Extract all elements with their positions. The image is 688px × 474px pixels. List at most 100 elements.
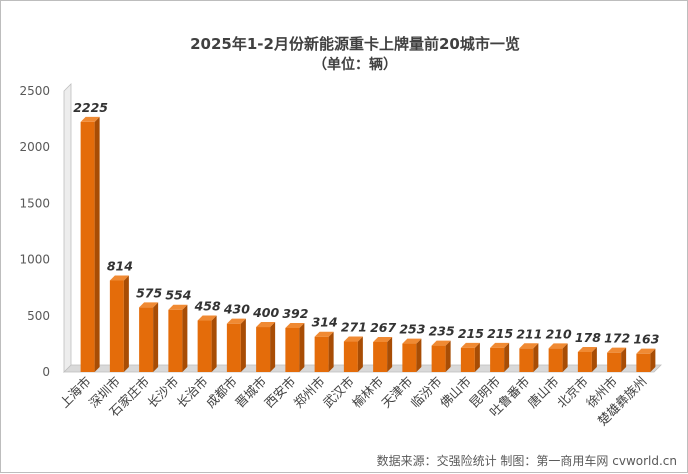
x-tick-label: 上海市 [57,374,94,411]
bar-front-face [285,327,300,372]
y-tick-label: 1000 [19,253,50,267]
data-label: 211 [516,326,542,341]
bar-front-face [548,348,563,372]
bar-top-face [402,338,422,344]
x-tick-label: 榆林市 [349,374,386,411]
data-label: 392 [282,306,308,321]
bar [343,336,363,372]
bar [519,343,539,372]
data-label: 271 [341,320,367,335]
bar-top-face [139,302,159,308]
x-tick-label: 成都市 [203,374,240,411]
bar-front-face [607,352,622,372]
x-tick-label: 郑州市 [291,374,328,411]
bar-top-face [226,318,246,324]
bar-top-face [607,347,627,353]
x-tick-label: 西安市 [261,374,298,411]
bar-side-face [621,347,627,372]
bar [490,342,510,372]
bar-top-face [80,116,100,122]
bar-top-face [343,336,363,342]
bar-side-face [387,336,393,372]
x-tick-label: 佛山市 [437,374,474,411]
bars-layer [80,116,656,372]
bar-front-face [373,341,388,372]
data-label: 215 [487,326,513,341]
bar [168,304,188,372]
bar-front-face [226,323,241,372]
bar-top-face [314,331,334,337]
bar-front-face [314,336,329,372]
bar-front-face [109,280,124,372]
bar [373,336,393,372]
bar-side-face [445,340,451,372]
bar-side-face [328,331,334,372]
bar-top-face [577,346,597,352]
bar-side-face [270,322,276,372]
bar-front-face [256,327,271,372]
data-label: 253 [399,322,425,337]
bar-side-face [211,315,217,372]
y-tick-label: 1500 [19,196,50,210]
bar-top-face [168,304,188,310]
bar [607,347,627,372]
bar-top-face [373,336,393,342]
chart-title: 2025年1-2月份新能源重卡上牌量前20城市一览 [190,35,520,53]
data-label: 172 [604,331,630,346]
bar [402,338,422,372]
bar [577,346,597,372]
data-label: 267 [370,320,396,335]
data-label: 400 [252,305,279,320]
y-tick-label: 500 [27,309,50,323]
bar-top-face [197,315,217,321]
bar [256,322,276,372]
bar-front-face [139,307,154,372]
bar-front-face [197,320,212,372]
bar-front-face [168,309,183,372]
y-tick-label: 2500 [19,84,50,98]
bar [285,322,305,372]
bar [197,315,217,372]
data-label: 554 [165,288,191,303]
bar-front-face [80,121,95,372]
bar-side-face [123,275,129,372]
y-tick-label: 2000 [19,140,50,154]
bar-top-face [490,342,510,348]
bar [548,343,568,372]
x-tick-label: 长治市 [174,374,211,411]
data-label: 215 [458,326,484,341]
x-tick-label: 长沙市 [144,374,181,411]
bar-top-face [548,343,568,349]
data-label: 163 [633,332,659,347]
bar-top-face [460,342,480,348]
chart-subtitle: （单位：辆） [313,56,397,73]
bar-side-face [504,342,510,372]
bar [139,302,159,372]
x-tick-label: 唐山市 [525,374,562,411]
data-label: 458 [194,299,221,314]
chart-side-wall [63,83,72,373]
bar-side-face [474,342,480,372]
bar-side-face [94,116,100,372]
data-label: 2225 [73,100,108,115]
bar-side-face [240,318,246,372]
bar-top-face [636,348,656,354]
labels-layer: 050010001500200025002225上海市814深圳市575石家庄市… [19,84,659,428]
data-label: 314 [312,315,338,330]
data-label: 235 [429,324,455,339]
bar-front-face [431,345,446,372]
bar-side-face [533,343,539,372]
bar-front-face [519,348,534,372]
data-label: 814 [107,259,133,274]
bar-top-face [431,340,451,346]
bar-front-face [402,343,417,372]
bar-side-face [153,302,159,372]
bar [431,340,451,372]
bar-top-face [109,275,129,281]
bar [314,331,334,372]
data-label: 430 [223,302,250,317]
bar-side-face [182,304,188,372]
bar-side-face [416,338,422,372]
